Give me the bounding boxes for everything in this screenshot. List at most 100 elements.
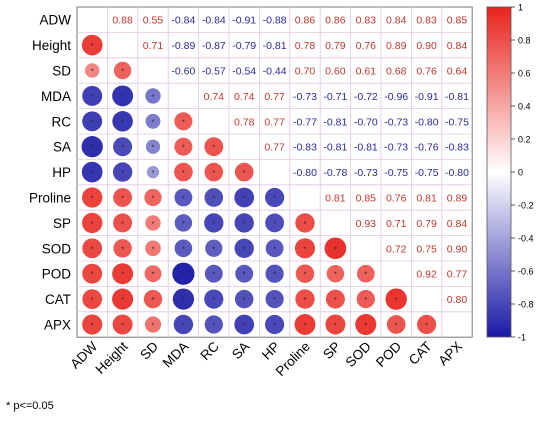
significance-marker: *	[182, 221, 185, 228]
significance-marker: *	[243, 323, 246, 330]
row-label: SP	[53, 216, 71, 231]
correlation-circle	[417, 314, 437, 335]
significance-marker: *	[121, 323, 124, 330]
correlation-value: -0.80	[415, 116, 439, 128]
correlation-value: 0.78	[295, 40, 316, 52]
significance-marker: *	[152, 196, 155, 203]
column-label: SA	[229, 339, 252, 362]
column-label: CAT	[406, 339, 435, 368]
significance-marker: *	[304, 297, 307, 304]
significance-marker: *	[243, 297, 246, 304]
correlation-value: -0.78	[323, 167, 347, 179]
significance-marker: *	[182, 196, 185, 203]
correlation-value: 0.78	[234, 116, 255, 128]
correlation-value: -0.77	[293, 116, 317, 128]
correlation-circle	[356, 264, 375, 283]
row-label: SOD	[42, 241, 72, 256]
significance-marker: *	[152, 323, 155, 330]
correlation-value: 0.68	[386, 66, 407, 78]
correlation-value: 0.76	[416, 66, 437, 78]
correlation-value: 0.89	[386, 40, 407, 52]
correlation-circle	[81, 161, 103, 183]
colorbar-tick-label: -0.6	[518, 267, 534, 277]
significance-marker: *	[334, 323, 337, 330]
correlation-value: 0.84	[447, 218, 468, 230]
significance-marker: *	[182, 170, 185, 177]
correlation-value: 0.64	[447, 66, 468, 78]
matrix-marks: 0.88 0.55 -0.84 -0.84 -0.91 -0.88 0.86 0.86 0.83…	[81, 15, 469, 336]
correlation-value: 0.80	[447, 294, 468, 306]
significance-marker: *	[91, 43, 94, 50]
row-label: SD	[52, 64, 71, 79]
correlation-circle	[325, 289, 345, 309]
correlation-circle	[145, 139, 161, 154]
correlation-value: -0.57	[202, 66, 226, 78]
column-label: SOD	[343, 339, 374, 370]
correlation-circle	[174, 188, 193, 207]
correlation-value: 0.61	[356, 66, 377, 78]
correlation-circle	[234, 162, 254, 182]
column-label: SD	[137, 339, 161, 363]
column-label: MDA	[160, 339, 192, 371]
correlation-value: -0.71	[323, 91, 347, 103]
correlation-circle	[113, 239, 132, 258]
colorbar-tick-label: 0.6	[518, 69, 531, 79]
correlation-value: 0.81	[325, 193, 346, 205]
correlation-value: 0.76	[356, 40, 377, 52]
correlation-circle	[82, 212, 103, 234]
correlation-circle	[144, 188, 162, 207]
column-label: Proline	[273, 339, 313, 379]
correlation-value: 0.72	[386, 243, 407, 255]
correlation-value: 0.83	[416, 15, 437, 27]
correlation-circle	[355, 313, 377, 336]
correlation-value: -0.73	[384, 142, 408, 154]
correlation-value: 0.77	[264, 91, 285, 103]
significance-marker: *	[273, 272, 276, 279]
correlation-circle	[205, 239, 223, 257]
significance-marker: *	[273, 246, 276, 253]
significance-marker: *	[182, 272, 185, 279]
correlation-value: -0.80	[293, 167, 317, 179]
correlation-value: -0.81	[445, 91, 469, 103]
correlation-circle	[265, 239, 284, 258]
correlation-value: 0.84	[386, 15, 407, 27]
correlation-value: 0.86	[295, 15, 316, 27]
correlation-value: 0.90	[447, 243, 468, 255]
correlation-value: 0.89	[447, 193, 468, 205]
significance-marker: *	[243, 196, 246, 203]
correlation-circle	[143, 289, 163, 309]
correlation-circle	[145, 215, 161, 231]
correlation-circle	[174, 214, 193, 232]
column-label: POD	[373, 339, 404, 370]
correlation-value: -0.91	[232, 15, 256, 27]
colorbar-tick-label: 1	[518, 3, 523, 13]
correlation-value: 0.92	[416, 269, 437, 281]
significance-marker: *	[91, 323, 94, 330]
correlation-value: -0.83	[445, 142, 469, 154]
correlation-circle	[172, 262, 195, 285]
significance-marker: *	[182, 119, 185, 126]
correlation-value: -0.84	[171, 15, 195, 27]
significance-marker: *	[121, 69, 124, 76]
significance-marker: *	[243, 272, 246, 279]
correlation-value: 0.74	[204, 91, 225, 103]
correlation-value: 0.74	[234, 91, 255, 103]
correlation-value: -0.44	[263, 66, 287, 78]
significance-marker: *	[152, 221, 155, 228]
column-label: APX	[435, 339, 465, 369]
correlation-value: -0.91	[415, 91, 439, 103]
correlation-value: 0.86	[325, 15, 346, 27]
significance-marker: *	[91, 246, 94, 253]
significance-marker: *	[91, 94, 94, 101]
correlation-value: 0.71	[143, 40, 164, 52]
correlation-value: -0.81	[323, 116, 347, 128]
significance-marker: *	[273, 297, 276, 304]
significance-marker: *	[91, 69, 94, 76]
correlation-value: -0.87	[202, 40, 226, 52]
correlation-circle	[174, 137, 193, 156]
correlation-circle	[174, 112, 193, 131]
correlation-circle	[295, 289, 315, 309]
significance-marker: *	[364, 323, 367, 330]
